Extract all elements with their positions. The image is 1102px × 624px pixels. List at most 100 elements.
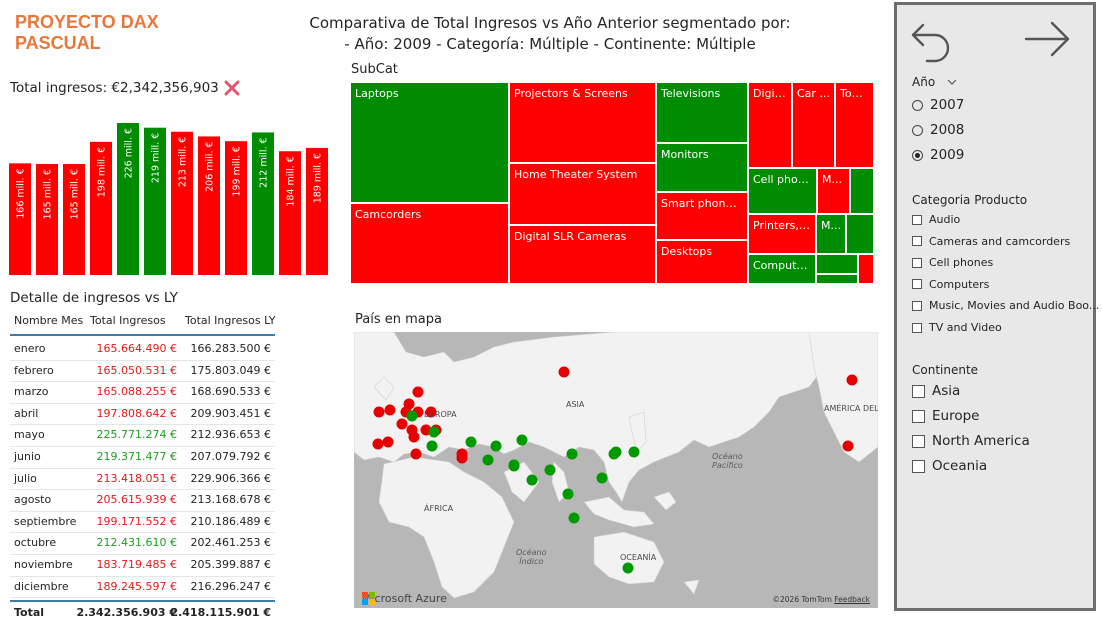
country-marker[interactable] [382,436,394,448]
treemap-tile[interactable] [846,214,874,254]
right-arrow-icon[interactable] [1022,17,1072,63]
table-row[interactable]: septiembre 199.171.552 € 210.186.489 € [10,512,275,534]
bar-marzo[interactable] [63,164,85,275]
country-marker[interactable] [628,446,640,458]
treemap-tile[interactable]: Printers, S... [748,214,816,254]
treemap-tile[interactable]: Desktops [656,240,748,284]
table-row[interactable]: marzo 165.088.255 € 168.690.533 € [10,382,275,404]
country-marker[interactable] [428,426,440,438]
table-row[interactable]: febrero 165.050.531 € 175.803.049 € [10,361,275,383]
treemap-tile[interactable]: M... [817,168,850,214]
table-row[interactable]: agosto 205.615.939 € 213.168.678 € [10,490,275,512]
treemap-tile[interactable]: Digit... [748,82,792,168]
year-option-2007[interactable]: 2007 [912,97,964,113]
country-marker[interactable] [490,440,502,452]
bar-febrero[interactable] [36,164,58,275]
category-option[interactable]: Cell phones [912,256,993,269]
country-marker[interactable] [558,366,570,378]
country-marker[interactable] [596,472,608,484]
treemap-tile[interactable] [850,168,874,214]
country-marker[interactable] [842,440,854,452]
bar-abril[interactable] [90,141,112,275]
checkbox[interactable] [912,434,925,448]
country-marker[interactable] [408,431,420,443]
country-marker[interactable] [396,418,408,430]
table-row[interactable]: enero 165.664.490 € 166.283.500 € [10,339,275,361]
bar-mayo[interactable] [117,123,139,275]
treemap-tile[interactable]: Computer... [748,254,816,284]
radio-button[interactable] [912,99,923,111]
checkbox[interactable] [912,409,925,423]
checkbox[interactable] [912,322,922,333]
category-option[interactable]: Audio [912,213,960,226]
treemap-tile[interactable]: Smart phones ... [656,192,748,240]
country-marker[interactable] [482,454,494,466]
country-marker[interactable] [384,404,396,416]
chevron-down-icon[interactable] [947,79,957,85]
country-marker[interactable] [410,448,422,460]
treemap-tile[interactable]: Cell phon... [748,168,817,214]
category-option[interactable]: TV and Video [912,321,1002,334]
country-marker[interactable] [566,448,578,460]
continent-option[interactable]: Asia [912,383,960,399]
checkbox[interactable] [912,384,925,398]
treemap-tile[interactable]: Monitors [656,143,748,192]
treemap-tile[interactable]: Car ... [792,82,835,168]
continent-option[interactable]: Europe [912,408,979,424]
radio-button[interactable] [912,124,923,136]
treemap-tile[interactable]: M... [816,214,846,254]
map-feedback-link[interactable]: Feedback [834,595,870,604]
country-marker[interactable] [406,410,418,422]
treemap-tile[interactable] [858,254,874,284]
bar-noviembre[interactable] [279,151,301,275]
bar-julio[interactable] [171,131,193,275]
country-marker[interactable] [526,474,538,486]
country-marker[interactable] [568,512,580,524]
year-slicer-header[interactable]: Año [912,75,957,89]
bar-septiembre[interactable] [225,141,247,275]
undo-arrow-icon[interactable] [909,17,955,63]
table-row[interactable]: abril 197.808.642 € 209.903.451 € [10,404,275,426]
country-marker[interactable] [412,386,424,398]
checkbox[interactable] [912,300,922,311]
radio-button[interactable] [912,149,923,161]
country-marker[interactable] [425,406,437,418]
table-row[interactable]: diciembre 189.245.597 € 216.296.247 € [10,577,275,599]
bar-junio[interactable] [144,127,166,275]
treemap-tile[interactable]: Projectors & Screens [509,82,656,163]
checkbox[interactable] [912,459,925,473]
country-marker[interactable] [622,562,634,574]
country-marker[interactable] [456,452,468,464]
treemap-tile[interactable] [816,254,858,274]
bar-agosto[interactable] [198,136,220,275]
country-marker[interactable] [465,436,477,448]
table-row[interactable]: noviembre 183.719.485 € 205.399.887 € [10,555,275,577]
checkbox[interactable] [912,214,922,225]
category-option[interactable]: Cameras and camcorders [912,235,1070,248]
country-marker[interactable] [373,406,385,418]
column-header-mes[interactable]: Nombre Mes [14,314,84,327]
checkbox[interactable] [912,279,922,290]
year-option-2009[interactable]: 2009 [912,147,964,163]
table-row[interactable]: octubre 212.431.610 € 202.461.253 € [10,533,275,555]
bar-octubre[interactable] [252,132,274,275]
checkbox[interactable] [912,257,922,268]
year-option-2008[interactable]: 2008 [912,122,964,138]
country-marker[interactable] [544,464,556,476]
column-header-ingresos-ly[interactable]: Total Ingresos LY [185,314,276,327]
table-row[interactable]: mayo 225.771.274 € 212.936.653 € [10,425,275,447]
checkbox[interactable] [912,236,922,247]
treemap-tile[interactable]: Laptops [350,82,509,203]
country-marker[interactable] [610,446,622,458]
country-marker[interactable] [508,459,520,471]
country-map[interactable]: EUROPA ASIA ÁFRICA AMÉRICA DEL NO Océano… [354,332,878,608]
continent-option[interactable]: North America [912,433,1030,449]
country-marker[interactable] [562,488,574,500]
continent-option[interactable]: Oceania [912,458,987,474]
category-option[interactable]: Music, Movies and Audio Boo... [912,299,1099,312]
country-marker[interactable] [846,374,858,386]
category-option[interactable]: Computers [912,278,989,291]
country-marker[interactable] [426,440,438,452]
bar-diciembre[interactable] [306,147,328,275]
table-row[interactable]: julio 213.418.051 € 229.906.366 € [10,469,275,491]
